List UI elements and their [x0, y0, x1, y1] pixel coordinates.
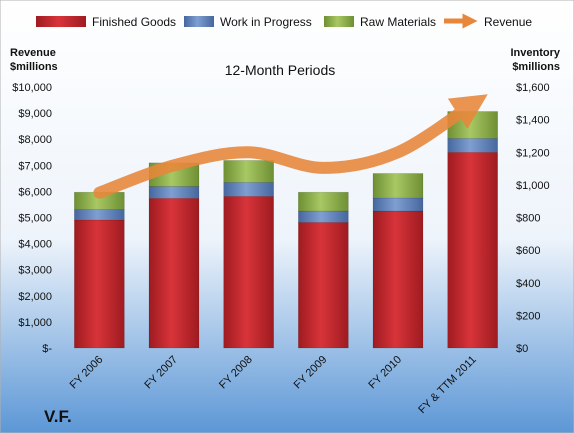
legend-item-work-in-progress: Work in Progress: [184, 15, 312, 29]
left-tick-label: $10,000: [12, 82, 52, 94]
legend: Finished Goods Work in Progress Raw Mate…: [36, 13, 532, 29]
right-tick-label: $800: [516, 213, 540, 225]
left-tick-label: $7,000: [18, 160, 52, 172]
legend-label-revenue: Revenue: [484, 15, 532, 29]
left-tick-label: $3,000: [18, 265, 52, 277]
legend-item-raw-materials: Raw Materials: [324, 15, 436, 29]
bar-work-in-progress-fy-ttm-2011: [447, 138, 498, 153]
left-tick-label: $6,000: [18, 186, 52, 198]
bar-work-in-progress-fy-2007: [148, 186, 200, 199]
legend-swatch-finished-goods: [36, 16, 86, 27]
bar-raw-materials-fy-2010: [372, 173, 424, 199]
right-axis-title-line1: Inventory: [510, 47, 560, 59]
chart-subtitle: 12-Month Periods: [225, 62, 336, 78]
company-name: V.F.: [44, 407, 72, 426]
bar-finished-goods-fy-2007: [148, 197, 200, 349]
legend-label-raw-materials: Raw Materials: [360, 15, 436, 29]
bar-work-in-progress-fy-2006: [74, 209, 125, 221]
revenue-line: [93, 94, 488, 199]
bar-finished-goods-fy-2010: [372, 210, 424, 349]
bars: [74, 111, 498, 349]
bar-finished-goods-fy-2006: [74, 219, 125, 349]
bar-raw-materials-fy-2008: [223, 160, 274, 183]
legend-item-revenue: Revenue: [444, 13, 532, 29]
left-tick-label: $1,000: [18, 317, 52, 329]
left-axis-ticks: $- $1,000 $2,000 $3,000 $4,000 $5,000 $6,000 $7…: [12, 82, 52, 355]
right-tick-label: $200: [516, 310, 540, 322]
left-axis-title-line1: Revenue: [10, 47, 56, 59]
revenue-series-line: [93, 94, 488, 199]
left-tick-label: $9,000: [18, 108, 52, 120]
left-tick-label: $4,000: [18, 239, 52, 251]
right-axis-ticks: $0 $200 $400 $600 $800 $1,000 $1,200 $1,400 $1,6…: [516, 82, 550, 355]
legend-label-finished-goods: Finished Goods: [92, 15, 176, 29]
left-axis-title-line2: $millions: [10, 61, 58, 73]
right-axis-title-line2: $millions: [512, 61, 560, 73]
right-tick-label: $400: [516, 278, 540, 290]
legend-swatch-raw-materials: [324, 16, 354, 27]
right-tick-label: $600: [516, 245, 540, 257]
right-tick-label: $0: [516, 343, 528, 355]
legend-label-work-in-progress: Work in Progress: [220, 15, 312, 29]
left-tick-label: $5,000: [18, 213, 52, 225]
left-tick-label: $2,000: [18, 291, 52, 303]
bar-raw-materials-fy-2009: [298, 191, 349, 212]
bar-work-in-progress-fy-2010: [372, 197, 424, 212]
bar-finished-goods-fy-2008: [223, 195, 274, 349]
right-tick-label: $1,400: [516, 115, 550, 127]
bar-finished-goods-fy-ttm-2011: [447, 151, 498, 349]
bar-finished-goods-fy-2009: [298, 222, 349, 349]
left-tick-label: $8,000: [18, 134, 52, 146]
bar-work-in-progress-fy-2009: [298, 210, 349, 223]
legend-item-finished-goods: Finished Goods: [36, 15, 176, 29]
right-tick-label: $1,600: [516, 82, 550, 94]
right-tick-label: $1,200: [516, 147, 550, 159]
legend-swatch-work-in-progress: [184, 16, 214, 27]
left-tick-label: $-: [42, 343, 52, 355]
bar-work-in-progress-fy-2008: [223, 182, 274, 197]
right-tick-label: $1,000: [516, 180, 550, 192]
